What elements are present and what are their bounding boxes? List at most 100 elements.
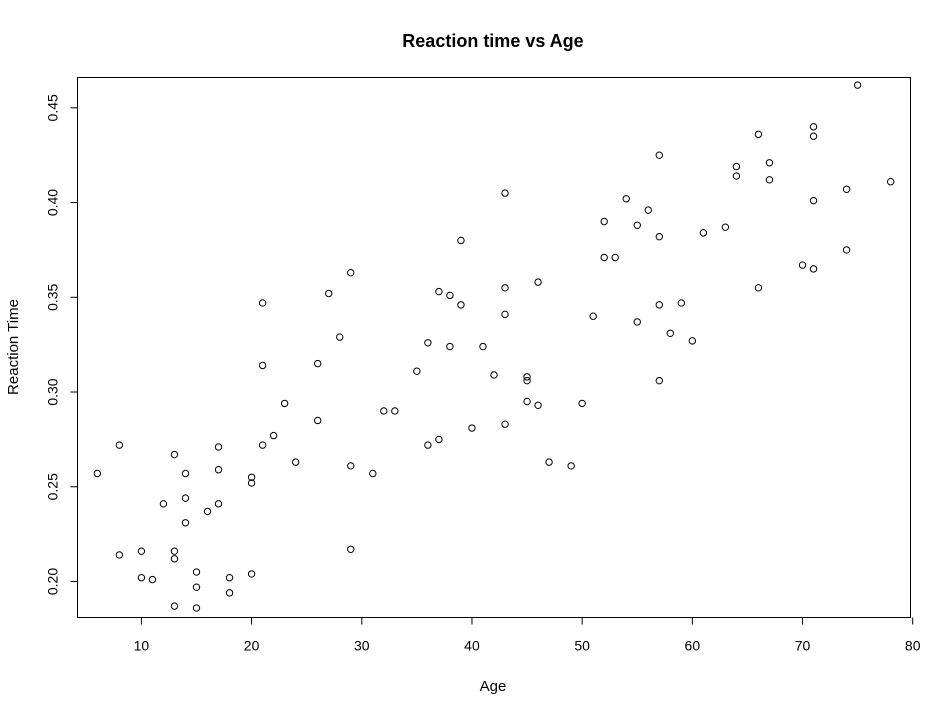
y-axis-label: Reaction Time	[5, 299, 22, 395]
data-point	[853, 81, 862, 89]
data-point	[93, 469, 102, 478]
data-point	[677, 299, 686, 307]
data-point	[446, 291, 454, 300]
data-point	[225, 574, 234, 582]
data-point	[325, 289, 333, 298]
data-point	[655, 151, 663, 159]
data-point	[501, 420, 509, 428]
data-point	[347, 545, 355, 553]
data-point	[391, 407, 399, 415]
data-point	[435, 287, 443, 296]
data-point	[413, 367, 421, 375]
x-axis: 10 20 30 40 50 60 70 80	[134, 617, 921, 654]
data-point	[424, 441, 432, 449]
data-point	[501, 310, 509, 319]
data-point	[611, 253, 619, 262]
data-point	[754, 130, 763, 139]
data-point	[314, 359, 322, 368]
data-point	[192, 604, 201, 612]
data-point	[214, 500, 223, 508]
data-point	[247, 479, 256, 487]
y-tick-label: 0.20	[45, 568, 61, 595]
data-point	[137, 574, 146, 582]
data-point	[258, 361, 267, 370]
data-point	[754, 284, 763, 292]
data-point	[314, 416, 322, 425]
data-point	[523, 373, 531, 381]
data-point	[809, 196, 818, 205]
data-point	[479, 342, 487, 351]
data-point	[666, 329, 674, 337]
x-tick-label: 20	[244, 638, 260, 654]
data-point	[765, 159, 774, 167]
data-point	[192, 583, 201, 591]
data-point	[545, 458, 553, 466]
data-point	[501, 189, 509, 197]
x-tick-label: 30	[354, 638, 370, 654]
x-tick-label: 10	[134, 638, 150, 654]
data-point	[809, 265, 818, 273]
x-tick-label: 60	[685, 638, 701, 654]
data-point	[721, 223, 730, 231]
chart-title: Reaction time vs Age	[402, 31, 583, 51]
data-point	[490, 371, 498, 379]
y-tick-label: 0.25	[45, 473, 61, 500]
data-point	[655, 232, 663, 241]
data-point	[655, 376, 663, 385]
y-tick-label: 0.45	[45, 94, 61, 121]
x-tick-label: 70	[795, 638, 811, 654]
data-point	[798, 261, 807, 269]
data-point	[225, 589, 234, 597]
data-point	[170, 547, 179, 555]
data-point	[567, 462, 575, 470]
data-point	[732, 172, 741, 180]
data-point	[170, 555, 179, 563]
y-tick-label: 0.30	[45, 378, 61, 405]
data-point	[137, 547, 146, 555]
y-tick-label: 0.35	[45, 283, 61, 310]
data-point	[457, 301, 465, 309]
data-point	[247, 473, 256, 481]
data-point	[280, 399, 289, 408]
data-point	[115, 441, 124, 449]
data-point	[600, 217, 608, 226]
data-point	[347, 462, 355, 470]
data-point	[291, 458, 300, 466]
data-point	[170, 450, 179, 459]
data-point	[380, 407, 388, 415]
data-point	[501, 284, 509, 292]
data-point	[578, 399, 586, 408]
data-point	[336, 333, 344, 341]
data-point	[699, 229, 708, 237]
data-point	[347, 268, 355, 277]
data-point	[269, 431, 278, 440]
data-point	[633, 318, 641, 326]
data-point	[534, 401, 542, 409]
data-point	[809, 132, 818, 140]
data-point	[424, 339, 432, 347]
data-point	[159, 500, 168, 508]
data-point	[170, 602, 179, 610]
data-point	[435, 435, 443, 444]
x-axis-label: Age	[480, 678, 507, 695]
data-point	[181, 519, 190, 527]
data-point	[633, 221, 641, 229]
data-point	[523, 397, 531, 406]
data-point	[886, 178, 895, 186]
data-point	[765, 176, 774, 184]
data-point	[622, 195, 630, 203]
data-point	[148, 575, 157, 584]
data-point	[468, 424, 476, 432]
data-point	[534, 278, 542, 286]
x-tick-label: 40	[464, 638, 480, 654]
data-point	[369, 469, 377, 478]
data-point	[214, 443, 223, 451]
data-point	[192, 568, 201, 576]
data-points	[93, 81, 895, 612]
data-point	[181, 494, 190, 502]
data-point	[258, 299, 267, 307]
data-point	[732, 162, 741, 171]
y-tick-label: 0.40	[45, 189, 61, 216]
data-point	[600, 253, 608, 262]
